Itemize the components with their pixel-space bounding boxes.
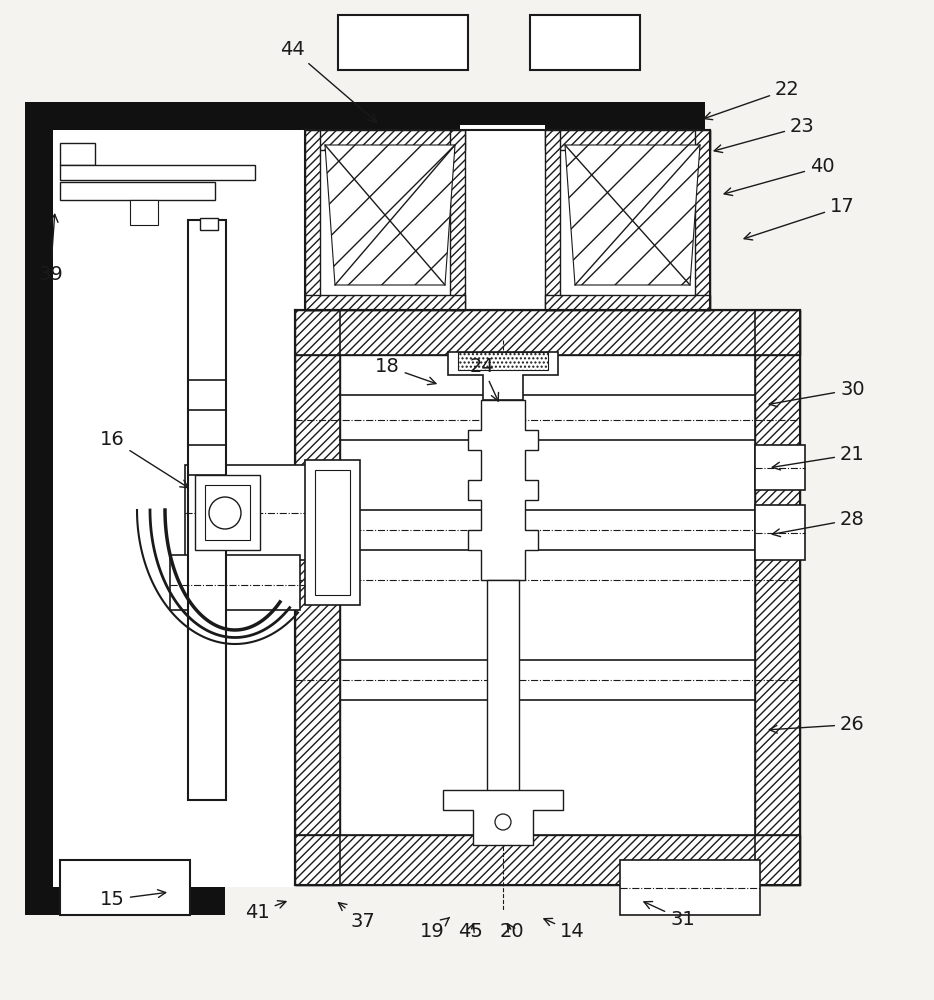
Bar (60, 860, 190, 915)
Text: 31: 31 (644, 902, 695, 929)
Bar (458, 352, 548, 370)
Bar (205, 485, 250, 540)
Polygon shape (295, 835, 800, 885)
Text: 37: 37 (338, 903, 375, 931)
Bar (315, 470, 350, 595)
Text: 22: 22 (704, 80, 800, 120)
Bar (620, 860, 760, 915)
Polygon shape (305, 130, 465, 150)
Bar (60, 165, 255, 180)
Bar (530, 15, 640, 70)
Bar (188, 220, 226, 800)
Polygon shape (695, 130, 710, 310)
Bar (25, 887, 225, 915)
Polygon shape (755, 310, 800, 885)
Polygon shape (443, 790, 563, 845)
Bar (200, 218, 218, 230)
Bar (755, 505, 805, 560)
Text: 20: 20 (500, 922, 525, 941)
Text: 45: 45 (458, 922, 483, 941)
Text: 23: 23 (715, 117, 814, 153)
Polygon shape (295, 310, 340, 885)
Text: 40: 40 (724, 157, 835, 195)
Bar (305, 460, 360, 605)
Polygon shape (325, 145, 455, 285)
Bar (25, 105, 53, 915)
Bar (53, 130, 678, 887)
Bar (340, 345, 755, 855)
Text: 14: 14 (544, 918, 585, 941)
Text: 39: 39 (38, 214, 63, 284)
Bar (25, 102, 705, 130)
Bar (60, 182, 215, 200)
Bar (60, 143, 95, 165)
Polygon shape (545, 130, 710, 150)
Text: 19: 19 (420, 917, 449, 941)
Bar (338, 15, 468, 70)
Text: 21: 21 (772, 445, 865, 470)
Text: 41: 41 (245, 901, 286, 922)
Polygon shape (565, 145, 700, 285)
Text: 17: 17 (744, 197, 855, 240)
Bar (130, 200, 158, 225)
Bar (195, 475, 260, 550)
Bar (295, 310, 795, 885)
Bar (320, 150, 450, 295)
Polygon shape (305, 130, 320, 310)
Text: 18: 18 (375, 357, 436, 385)
Bar (185, 465, 340, 560)
Bar (170, 555, 300, 610)
Polygon shape (545, 130, 560, 310)
Bar (487, 580, 519, 800)
Polygon shape (468, 400, 538, 580)
Text: 24: 24 (470, 357, 499, 401)
Text: 26: 26 (770, 715, 865, 734)
Bar (560, 150, 695, 295)
Polygon shape (305, 295, 465, 310)
Text: 30: 30 (770, 380, 865, 407)
Bar (755, 445, 805, 490)
Text: 44: 44 (280, 40, 376, 122)
Bar (460, 125, 545, 310)
Text: 16: 16 (100, 430, 189, 488)
Polygon shape (448, 352, 558, 400)
Polygon shape (545, 295, 710, 310)
Polygon shape (450, 130, 465, 310)
Text: 28: 28 (772, 510, 865, 537)
Polygon shape (295, 310, 800, 355)
Text: 15: 15 (100, 890, 165, 909)
